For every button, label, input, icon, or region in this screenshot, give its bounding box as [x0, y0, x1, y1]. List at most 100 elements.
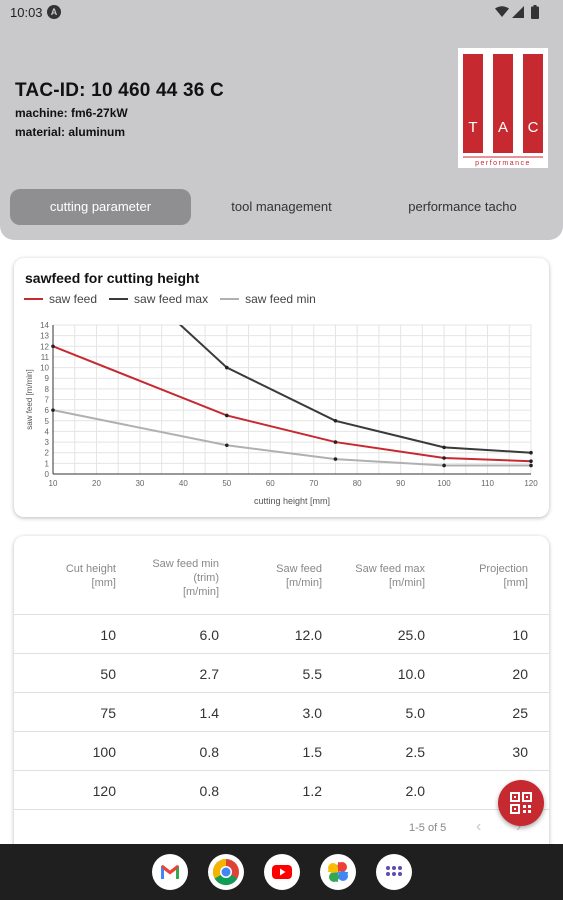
y-axis-label: saw feed [m/min] — [25, 369, 34, 429]
data-point — [333, 457, 338, 461]
header-projection: Projection [mm] — [479, 563, 528, 589]
cell-saw-feed-min: 1.4 — [199, 705, 219, 721]
x-axis-label: cutting height [mm] — [254, 496, 330, 506]
y-tick-label: 4 — [45, 427, 50, 436]
cell-cut-height: 100 — [92, 744, 116, 760]
app-header: 10:03 A TAC-ID: 10 460 44 36 C machine: … — [0, 0, 563, 240]
cell-saw-feed-max: 25.0 — [397, 627, 425, 643]
cell-saw-feed-max: 2.0 — [405, 783, 425, 799]
x-tick-label: 120 — [524, 479, 538, 488]
logo-caption: performance — [475, 160, 531, 167]
cell-saw-feed-max: 5.0 — [405, 705, 425, 721]
data-point — [51, 344, 55, 349]
tac-logo: T A C performance — [458, 48, 548, 168]
tab-cutting-parameter[interactable]: cutting parameter — [10, 189, 191, 225]
next-page-button[interactable]: › — [516, 818, 522, 835]
y-tick-label: 0 — [45, 470, 50, 479]
cell-saw-feed: 1.2 — [302, 783, 322, 799]
cell-projection: 25 — [512, 705, 528, 721]
parameter-table: Cut height [mm] Saw feed min (trim) [m/min]… — [14, 536, 549, 856]
table-row[interactable]: 75 1.4 3.0 5.0 25 — [14, 692, 549, 731]
legend-label-saw-feed-min: saw feed min — [245, 292, 316, 306]
cell-saw-feed-min: 6.0 — [199, 627, 219, 643]
data-point — [225, 365, 229, 370]
wifi-icon — [495, 6, 509, 17]
youtube-icon[interactable] — [264, 854, 300, 890]
logo-letter-t: T — [468, 119, 477, 136]
qr-scan-button[interactable] — [498, 780, 544, 826]
y-tick-label: 6 — [45, 406, 50, 415]
cell-saw-feed-min: 2.7 — [199, 666, 219, 682]
cell-saw-feed: 1.5 — [302, 744, 322, 760]
data-point — [442, 456, 446, 460]
table-row[interactable]: 50 2.7 5.5 10.0 20 — [14, 653, 549, 692]
cell-saw-feed-min: 0.8 — [199, 783, 219, 799]
cell-projection: 20 — [512, 666, 528, 682]
header-saw-feed: Saw feed [m/min] — [276, 563, 322, 589]
material-label: material: aluminum — [15, 125, 126, 139]
x-tick-label: 80 — [353, 479, 362, 488]
legend-item-saw-feed-min: saw feed min — [220, 292, 316, 306]
sawfeed-chart: 10 20 30 40 50 60 70 80 90 100 110 1200123456789101… — [25, 321, 538, 506]
cell-projection: 10 — [512, 627, 528, 643]
x-tick-label: 40 — [179, 479, 188, 488]
y-tick-label: 7 — [45, 396, 50, 405]
x-tick-label: 70 — [309, 479, 318, 488]
signal-icon — [512, 6, 524, 18]
y-tick-label: 14 — [40, 321, 49, 330]
y-tick-label: 13 — [40, 332, 49, 341]
tab-performance-tacho[interactable]: performance tacho — [408, 199, 517, 214]
tab-tool-management[interactable]: tool management — [231, 199, 332, 214]
header-saw-feed-min: Saw feed min (trim) [m/min] — [152, 558, 219, 598]
data-point — [529, 463, 533, 468]
cell-saw-feed-min: 0.8 — [199, 744, 219, 760]
cell-cut-height: 75 — [100, 705, 116, 721]
y-tick-label: 10 — [40, 364, 49, 373]
legend-swatch-saw-feed-max — [109, 298, 129, 300]
legend-item-saw-feed-max: saw feed max — [109, 292, 208, 306]
y-tick-label: 8 — [45, 385, 50, 394]
photos-icon[interactable] — [320, 854, 356, 890]
app-dock — [0, 844, 563, 900]
gmail-icon[interactable] — [152, 854, 188, 890]
y-tick-label: 2 — [45, 449, 50, 458]
cell-saw-feed-max: 2.5 — [405, 744, 425, 760]
y-tick-label: 1 — [45, 459, 50, 468]
x-tick-label: 30 — [135, 479, 144, 488]
table-divider — [14, 809, 549, 810]
accessibility-icon: A — [47, 5, 61, 19]
cell-saw-feed: 3.0 — [302, 705, 322, 721]
logo-letter-a: A — [498, 119, 508, 136]
cell-cut-height: 120 — [92, 783, 116, 799]
app-drawer-icon[interactable] — [376, 854, 412, 890]
legend-item-saw-feed: saw feed — [24, 292, 97, 306]
pagination-label: 1-5 of 5 — [409, 822, 447, 834]
cell-cut-height: 50 — [100, 666, 116, 682]
machine-label: machine: fm6-27kW — [15, 106, 128, 120]
x-tick-label: 100 — [437, 479, 451, 488]
table-row[interactable]: 120 0.8 1.2 2.0 0 — [14, 770, 549, 809]
data-point — [333, 418, 338, 423]
legend-label-saw-feed: saw feed — [49, 292, 98, 306]
qr-code-icon — [510, 792, 532, 814]
header-cut-height: Cut height [mm] — [65, 563, 116, 589]
cell-saw-feed: 5.5 — [302, 666, 322, 682]
status-time: 10:03 — [10, 5, 43, 20]
data-point — [225, 413, 229, 418]
x-tick-label: 110 — [481, 479, 494, 488]
data-point — [225, 443, 229, 448]
x-tick-label: 60 — [266, 479, 275, 488]
data-point — [333, 440, 338, 444]
chrome-icon[interactable] — [208, 854, 244, 890]
table-row[interactable]: 100 0.8 1.5 2.5 30 — [14, 731, 549, 770]
battery-icon — [531, 5, 539, 19]
table-row[interactable]: 10 6.0 12.0 25.0 10 — [14, 614, 549, 653]
legend-label-saw-feed-max: saw feed max — [134, 292, 209, 306]
cell-cut-height: 10 — [100, 627, 116, 643]
status-bar: 10:03 A — [0, 0, 563, 26]
cell-projection: 30 — [512, 744, 528, 760]
y-tick-label: 5 — [45, 417, 50, 426]
y-tick-label: 3 — [45, 438, 50, 447]
y-tick-label: 9 — [45, 374, 50, 383]
previous-page-button[interactable]: ‹ — [476, 818, 482, 835]
